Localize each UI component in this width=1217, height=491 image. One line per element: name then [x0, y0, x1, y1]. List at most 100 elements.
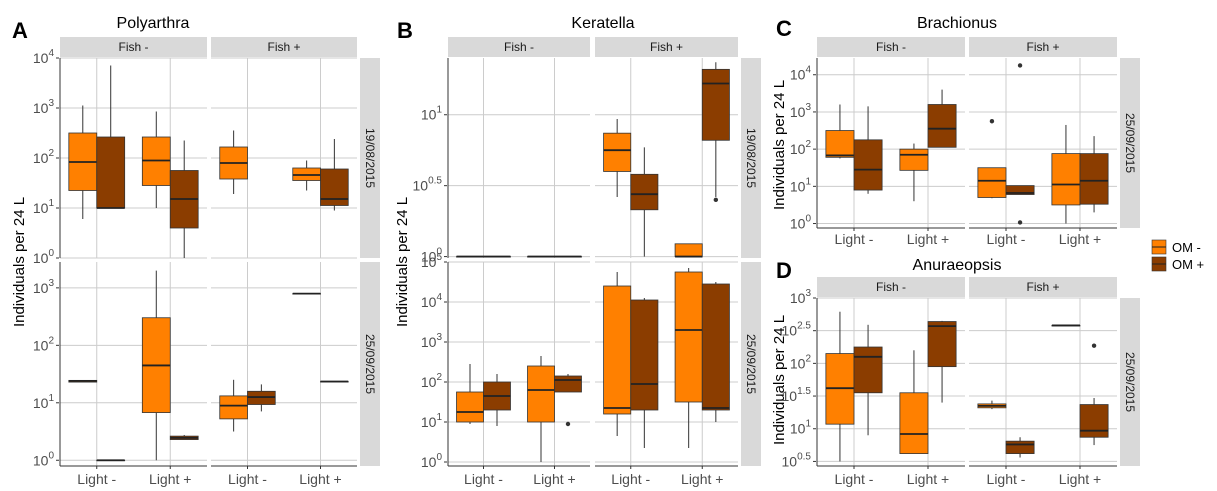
- y-tick-label: 100.5: [413, 176, 443, 194]
- box: [527, 365, 555, 423]
- y-tick-base: 10: [421, 374, 437, 390]
- boxplot-om-plus: [554, 374, 582, 427]
- y-tick-label: 101: [421, 412, 443, 430]
- y-tick-base: 10: [790, 67, 806, 83]
- y-tick-label: 101: [790, 419, 812, 437]
- row-strip-label: 25/09/2015: [1123, 113, 1137, 173]
- facet-strip: [817, 277, 965, 297]
- y-tick-exponent: 0: [436, 452, 442, 463]
- y-tick-label: 102: [790, 139, 812, 157]
- y-tick-base: 10: [33, 250, 49, 266]
- boxplot-om-plus: [169, 434, 199, 440]
- outlier-point: [1017, 63, 1023, 68]
- y-tick-exponent: 0.5: [797, 451, 811, 462]
- y-tick-label: 100: [790, 214, 812, 232]
- y-tick-exponent: 1: [805, 176, 811, 187]
- row-strip: [360, 58, 380, 258]
- y-tick-exponent: 2: [436, 372, 442, 383]
- box: [701, 68, 730, 141]
- panel-letter: C: [776, 16, 792, 41]
- boxplot-om-plus: [927, 320, 957, 403]
- boxplot-om-minus: [219, 379, 248, 432]
- y-tick-exponent: 0: [805, 214, 811, 225]
- boxplot-om-minus: [68, 379, 98, 383]
- y-tick-label: 103: [790, 102, 812, 120]
- boxplot-om-minus: [292, 160, 321, 191]
- boxplot-om-plus: [630, 298, 659, 448]
- y-tick-label: 100: [421, 452, 443, 470]
- box: [899, 392, 929, 454]
- box: [674, 243, 703, 257]
- outlier-point: [713, 197, 719, 203]
- x-tick-label: Light +: [533, 471, 575, 487]
- box: [320, 168, 349, 206]
- panel-letter: A: [12, 18, 28, 43]
- outlier-point: [1017, 220, 1023, 225]
- box: [977, 167, 1007, 198]
- x-tick-label: Light +: [1059, 471, 1101, 487]
- box: [825, 130, 855, 158]
- row-strip: [1120, 298, 1140, 466]
- y-tick-exponent: 3: [48, 98, 54, 109]
- x-tick-label: Light -: [987, 231, 1026, 247]
- y-tick-label: 101: [421, 105, 443, 123]
- y-tick-exponent: 5: [436, 252, 442, 263]
- y-tick-exponent: 3: [805, 102, 811, 113]
- y-tick-exponent: 2: [48, 335, 54, 346]
- boxplot-om-minus: [899, 143, 929, 202]
- boxplot-om-plus: [853, 106, 883, 194]
- y-tick-base: 10: [413, 178, 429, 194]
- facet-panel: [448, 58, 590, 258]
- y-tick-exponent: 1: [48, 198, 54, 209]
- y-tick-label: 104: [421, 292, 443, 310]
- y-tick-label: 103: [790, 288, 812, 306]
- box: [630, 299, 659, 411]
- y-tick-exponent: 1: [48, 393, 54, 404]
- boxplot-om-plus: [96, 459, 126, 462]
- facet-strip: [211, 37, 357, 57]
- box: [96, 136, 126, 209]
- y-tick-base: 10: [33, 280, 49, 296]
- y-tick-base: 10: [782, 453, 798, 469]
- y-tick-exponent: 0: [48, 450, 54, 461]
- boxplot-om-minus: [456, 364, 484, 424]
- facet-panel: [211, 57, 357, 259]
- boxplot-om-plus: [320, 380, 349, 383]
- y-tick-base: 10: [782, 323, 798, 339]
- boxplot-om-minus: [527, 255, 555, 258]
- y-tick-exponent: 4: [436, 292, 442, 303]
- x-tick-label: Light +: [907, 471, 949, 487]
- legend-label: OM +: [1172, 257, 1204, 272]
- boxplot-om-plus: [1079, 343, 1109, 446]
- facet-panel: Light - Light +: [595, 261, 738, 487]
- boxplot-om-minus: [527, 356, 555, 462]
- boxplot-om-plus: [554, 255, 582, 258]
- boxplot-om-minus: [219, 130, 248, 194]
- box: [1079, 404, 1109, 438]
- boxplot-om-plus: [927, 89, 957, 148]
- y-axis-label: Individuals per 24 L: [11, 197, 28, 327]
- boxplot-om-minus: [456, 255, 484, 258]
- box: [701, 283, 730, 411]
- y-tick-label: 103: [421, 332, 443, 350]
- boxplot-om-minus: [68, 105, 98, 219]
- boxplot-om-plus: [320, 139, 349, 211]
- y-tick-exponent: 4: [805, 65, 811, 76]
- y-tick-exponent: 2: [48, 148, 54, 159]
- y-tick-label: 101: [33, 393, 55, 411]
- y-tick-label: 101: [33, 198, 55, 216]
- box: [630, 173, 659, 211]
- y-tick-base: 10: [782, 388, 798, 404]
- x-tick-label: Light -: [77, 471, 116, 487]
- y-tick-exponent: 1: [805, 419, 811, 430]
- box: [1005, 185, 1035, 195]
- y-tick-exponent: 2.5: [797, 321, 811, 332]
- y-tick-label: 104: [33, 48, 55, 66]
- y-tick-label: 100: [33, 248, 55, 266]
- y-tick-exponent: 0: [48, 248, 54, 259]
- boxplot-om-plus: [701, 62, 730, 203]
- y-tick-base: 10: [33, 150, 49, 166]
- box: [1051, 153, 1081, 206]
- y-tick-label: 100.5: [782, 451, 812, 469]
- facet-strip-label: Fish +: [1026, 40, 1059, 54]
